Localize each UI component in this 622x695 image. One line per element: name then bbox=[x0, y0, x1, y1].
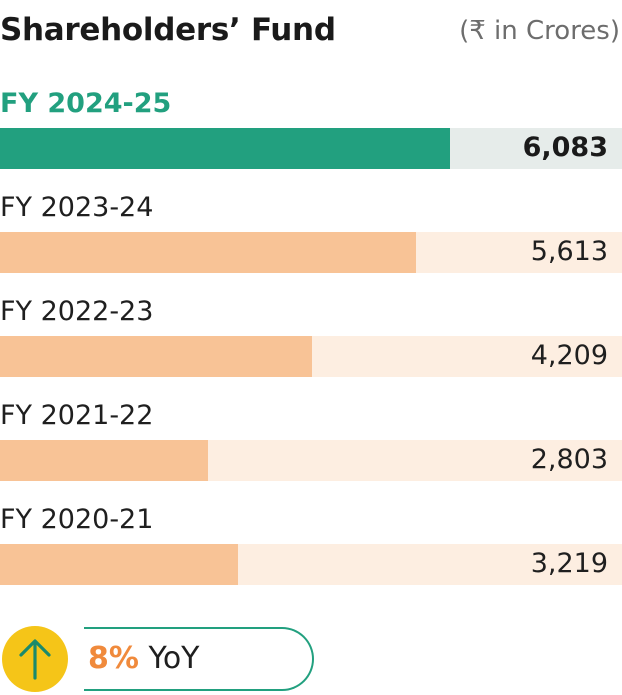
bar-track: 3,219 bbox=[0, 544, 622, 585]
chart-title: Shareholders’ Fund bbox=[0, 12, 336, 48]
category-label: FY 2024-25 bbox=[0, 88, 172, 119]
category-label: FY 2022-23 bbox=[0, 296, 154, 327]
value-label: 2,803 bbox=[530, 444, 608, 475]
bar-row: FY 2021-22 2,803 bbox=[0, 400, 622, 504]
yoy-badge bbox=[84, 627, 314, 691]
value-label: 4,209 bbox=[530, 340, 608, 371]
bar-track: 6,083 bbox=[0, 128, 622, 169]
yoy-percent: 8% bbox=[88, 641, 139, 676]
category-label: FY 2021-22 bbox=[0, 400, 154, 431]
unit-label: (₹ in Crores) bbox=[459, 16, 620, 46]
chart-header: Shareholders’ Fund (₹ in Crores) bbox=[0, 12, 622, 56]
bar-row: FY 2023-24 5,613 bbox=[0, 192, 622, 296]
value-label: 3,219 bbox=[530, 548, 608, 579]
bar bbox=[0, 544, 238, 585]
bar-track: 2,803 bbox=[0, 440, 622, 481]
arrow-up-icon bbox=[2, 626, 68, 692]
bar bbox=[0, 232, 416, 273]
bar-row: FY 2024-25 6,083 bbox=[0, 88, 622, 192]
bar-track: 5,613 bbox=[0, 232, 622, 273]
bar bbox=[0, 440, 208, 481]
category-label: FY 2023-24 bbox=[0, 192, 154, 223]
bar bbox=[0, 128, 450, 169]
bar bbox=[0, 336, 312, 377]
bar-row: FY 2020-21 3,219 bbox=[0, 504, 622, 608]
yoy-text: 8% YoY bbox=[88, 641, 200, 676]
bar-row: FY 2022-23 4,209 bbox=[0, 296, 622, 400]
category-label: FY 2020-21 bbox=[0, 504, 154, 535]
bar-track: 4,209 bbox=[0, 336, 622, 377]
yoy-label: YoY bbox=[148, 641, 200, 676]
value-label: 5,613 bbox=[530, 236, 608, 267]
value-label: 6,083 bbox=[522, 132, 608, 163]
